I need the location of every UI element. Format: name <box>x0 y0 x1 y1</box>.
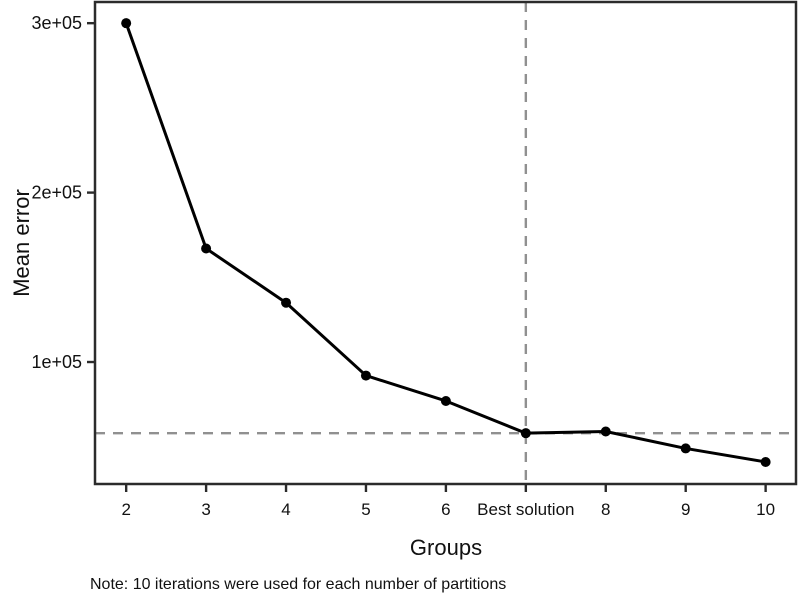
data-point <box>201 243 212 254</box>
data-point <box>121 18 132 29</box>
x-axis-title: Groups <box>409 535 483 560</box>
x-tick-label: 5 <box>361 500 370 519</box>
x-tick-label: 3 <box>201 500 210 519</box>
y-axis-title: Mean error <box>9 189 34 297</box>
y-tick-label: 2e+05 <box>31 183 82 203</box>
y-tick-label: 3e+05 <box>31 13 82 33</box>
footnote: Note: 10 iterations were used for each n… <box>90 576 507 593</box>
x-tick-label: Best solution <box>477 500 574 519</box>
data-point <box>360 370 371 381</box>
panel-border <box>93 0 798 486</box>
x-tick-label: 2 <box>121 500 130 519</box>
x-tick-label: 8 <box>601 500 610 519</box>
data-point <box>760 456 771 467</box>
x-tick-label: 9 <box>681 500 690 519</box>
y-tick-label: 1e+05 <box>31 352 82 372</box>
x-tick-label: 6 <box>441 500 450 519</box>
x-tick-label: 4 <box>281 500 290 519</box>
data-point <box>680 443 691 454</box>
data-point <box>440 395 451 406</box>
data-point <box>520 428 531 439</box>
data-point <box>281 297 292 308</box>
data-point <box>600 426 611 437</box>
x-tick-label: 10 <box>756 500 775 519</box>
